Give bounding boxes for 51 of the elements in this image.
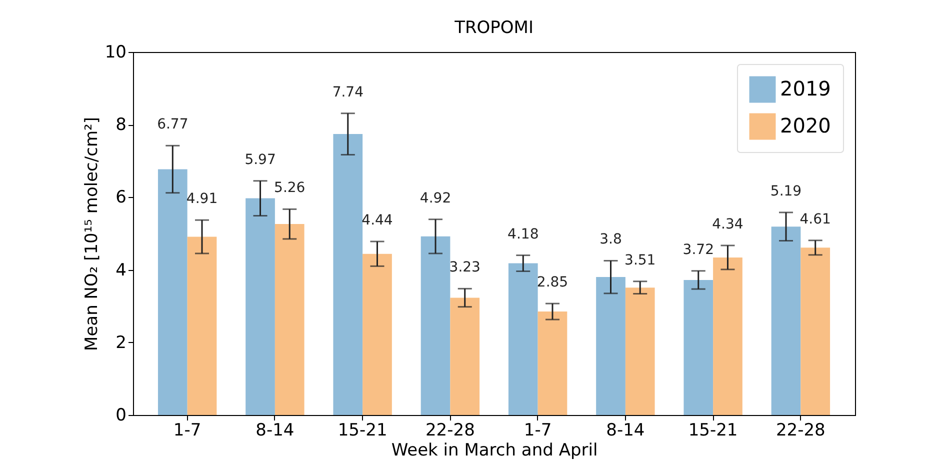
x-tick-label: 15-21	[338, 420, 388, 440]
bar	[450, 298, 480, 415]
x-tick-label: 22-28	[425, 420, 475, 440]
data-label: 4.44	[362, 212, 393, 228]
chart-title: TROPOMI	[454, 18, 534, 38]
x-axis-title: Week in March and April	[391, 440, 598, 460]
data-label: 2.85	[536, 274, 568, 291]
data-label: 3.51	[624, 252, 656, 268]
x-tick-label: 1-7	[524, 420, 552, 440]
y-tick-label: 4	[116, 260, 126, 280]
y-tick-label: 10	[104, 42, 126, 62]
data-label: 3.23	[449, 260, 480, 276]
bar	[420, 236, 450, 415]
bar	[508, 263, 538, 415]
x-tick-label: 1-7	[173, 420, 202, 440]
data-label: 4.61	[800, 211, 831, 228]
legend-label: 2020	[780, 114, 831, 138]
bar	[713, 257, 742, 415]
data-label: 4.18	[508, 226, 539, 242]
bar	[800, 248, 830, 415]
data-label: 4.91	[186, 191, 218, 208]
bar	[362, 254, 392, 415]
data-label: 3.72	[682, 242, 714, 258]
data-label: 5.97	[244, 152, 276, 168]
y-axis-title: Mean NO₂ [10¹⁵ molec/cm²]	[82, 117, 102, 351]
y-tick-label: 2	[116, 332, 126, 353]
y-tick-label: 8	[116, 115, 126, 136]
bar	[333, 134, 363, 415]
data-label: 5.19	[770, 183, 802, 200]
x-tick-label: 8-14	[256, 420, 294, 440]
y-tick-label: 0	[116, 406, 126, 426]
data-label: 4.34	[712, 216, 744, 232]
bar	[246, 198, 275, 415]
bar	[625, 288, 655, 415]
data-label: 3.8	[600, 232, 622, 248]
bar	[684, 280, 714, 415]
x-tick-label: 8-14	[606, 420, 645, 440]
data-label: 4.92	[420, 190, 452, 206]
bar	[771, 226, 801, 415]
bar	[274, 224, 304, 415]
data-label: 6.77	[157, 116, 188, 133]
bar	[596, 277, 626, 415]
bar	[158, 169, 188, 415]
legend-label: 2019	[780, 76, 831, 100]
y-tick-label: 6	[116, 188, 126, 208]
bar	[538, 312, 568, 415]
data-label: 5.26	[274, 180, 306, 196]
x-tick-label: 15-21	[688, 420, 738, 440]
x-tick-label: 22-28	[776, 420, 826, 440]
bar	[187, 236, 217, 415]
data-label: 7.74	[332, 84, 364, 100]
